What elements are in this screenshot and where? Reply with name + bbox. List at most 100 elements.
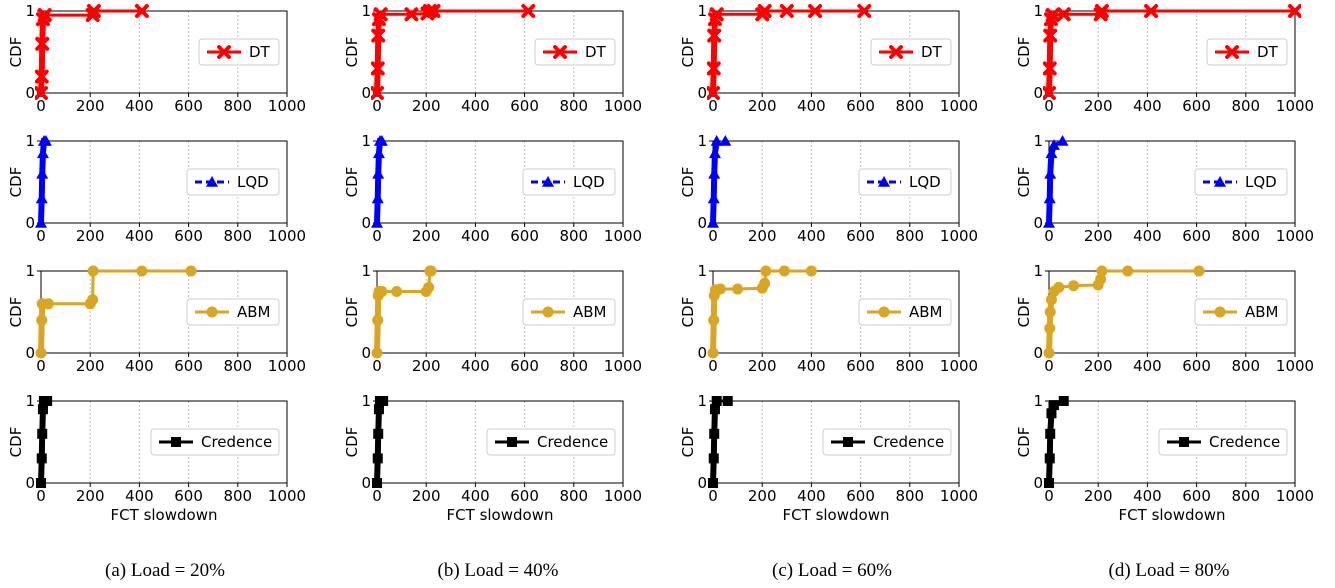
data-point-lqd <box>1043 217 1055 228</box>
x-tick-label: 800 <box>223 487 252 505</box>
series-lqd <box>35 135 52 228</box>
series-lqd <box>707 135 732 228</box>
legend: Credence <box>1158 428 1288 456</box>
x-tick-label: 200 <box>748 357 777 375</box>
data-point-dt <box>371 61 385 76</box>
y-tick-label: 1 <box>1033 392 1043 410</box>
data-point-abm <box>1122 265 1134 277</box>
y-axis-label: CDF <box>679 167 697 198</box>
legend-label: LQD <box>237 173 269 191</box>
legend-marker <box>542 176 554 187</box>
series-credence <box>36 396 53 488</box>
x-tick-label: 800 <box>559 97 588 115</box>
data-point-dt <box>707 86 720 100</box>
x-tick-label: 0 <box>708 97 718 115</box>
x-tick-label: 1000 <box>940 357 978 375</box>
x-tick-label: 400 <box>797 227 826 245</box>
data-point-dt <box>371 28 386 43</box>
x-tick-label: 200 <box>76 97 105 115</box>
x-tick-label: 1000 <box>268 97 306 115</box>
data-point-credence <box>36 453 47 464</box>
legend-box <box>186 168 280 196</box>
legend-marker <box>171 437 181 447</box>
legend-label: Credence <box>873 433 944 451</box>
x-tick-label: 600 <box>510 97 539 115</box>
legend-label: ABM <box>237 303 271 321</box>
y-tick-label: 1 <box>361 132 371 150</box>
data-point-abm <box>1096 265 1108 277</box>
x-tick-label: 400 <box>797 487 826 505</box>
data-point-credence <box>373 428 384 439</box>
series-credence <box>1044 396 1069 488</box>
legend-label: ABM <box>1245 303 1279 321</box>
x-tick-label: 200 <box>412 227 441 245</box>
x-tick-label: 200 <box>748 487 777 505</box>
x-tick-label: 400 <box>1133 227 1162 245</box>
legend-marker <box>889 45 903 59</box>
x-tick-label: 1000 <box>604 97 642 115</box>
series-dt <box>371 4 536 100</box>
y-axis-label: CDF <box>343 37 361 68</box>
series-abm <box>707 265 817 359</box>
x-axis-label: FCT slowdown <box>783 506 890 524</box>
legend: LQD <box>522 168 616 196</box>
x-tick-label: 1000 <box>1276 227 1314 245</box>
legend-marker <box>507 437 517 447</box>
x-tick-label: 800 <box>559 227 588 245</box>
data-point-credence <box>1046 408 1057 419</box>
legend-label: LQD <box>1245 173 1277 191</box>
y-axis-label: CDF <box>343 167 361 198</box>
x-tick-label: 200 <box>76 357 105 375</box>
x-tick-label: 400 <box>125 357 154 375</box>
y-tick-label: 0 <box>697 84 707 102</box>
legend-label: ABM <box>573 303 607 321</box>
y-tick-label: 1 <box>697 132 707 150</box>
subfigure-caption: (a) Load = 20% <box>105 560 225 581</box>
data-point-dt <box>1043 61 1057 76</box>
x-axis-label: FCT slowdown <box>111 506 218 524</box>
data-point-lqd <box>719 135 732 146</box>
x-tick-label: 600 <box>510 227 539 245</box>
x-tick-label: 0 <box>1044 357 1054 375</box>
data-point-dt <box>779 4 794 18</box>
y-tick-label: 0 <box>1033 474 1043 492</box>
series-rise-dt <box>374 13 384 94</box>
series-abm <box>35 265 197 359</box>
x-tick-label: 400 <box>461 487 490 505</box>
legend: LQD <box>858 168 952 196</box>
data-point-lqd <box>1043 192 1056 204</box>
series-dt <box>1043 4 1301 100</box>
data-point-abm <box>87 294 99 306</box>
y-tick-label: 0 <box>1033 344 1043 362</box>
legend-marker <box>553 45 567 59</box>
x-tick-label: 1000 <box>940 227 978 245</box>
x-tick-label: 1000 <box>940 487 978 505</box>
x-tick-label: 600 <box>510 357 539 375</box>
x-tick-label: 1000 <box>604 227 642 245</box>
series-abm <box>371 265 437 359</box>
y-tick-label: 1 <box>697 392 707 410</box>
legend-marker <box>542 306 554 318</box>
data-point-dt <box>757 4 772 18</box>
y-axis-label: CDF <box>7 37 25 68</box>
y-tick-label: 1 <box>697 262 707 280</box>
x-tick-label: 1000 <box>268 357 306 375</box>
data-point-abm <box>185 265 197 277</box>
x-tick-label: 0 <box>1044 97 1054 115</box>
y-axis-label: CDF <box>679 427 697 458</box>
data-point-lqd <box>708 167 721 179</box>
x-tick-label: 200 <box>412 357 441 375</box>
series-credence <box>708 396 733 488</box>
x-tick-label: 0 <box>372 487 382 505</box>
data-point-lqd <box>707 192 720 204</box>
x-tick-label: 200 <box>1084 487 1113 505</box>
legend-marker <box>206 306 218 318</box>
series-rise-abm <box>38 303 46 354</box>
data-point-abm <box>376 286 388 297</box>
data-point-dt <box>373 7 388 22</box>
data-point-abm <box>1053 281 1065 293</box>
data-point-dt <box>857 4 872 18</box>
